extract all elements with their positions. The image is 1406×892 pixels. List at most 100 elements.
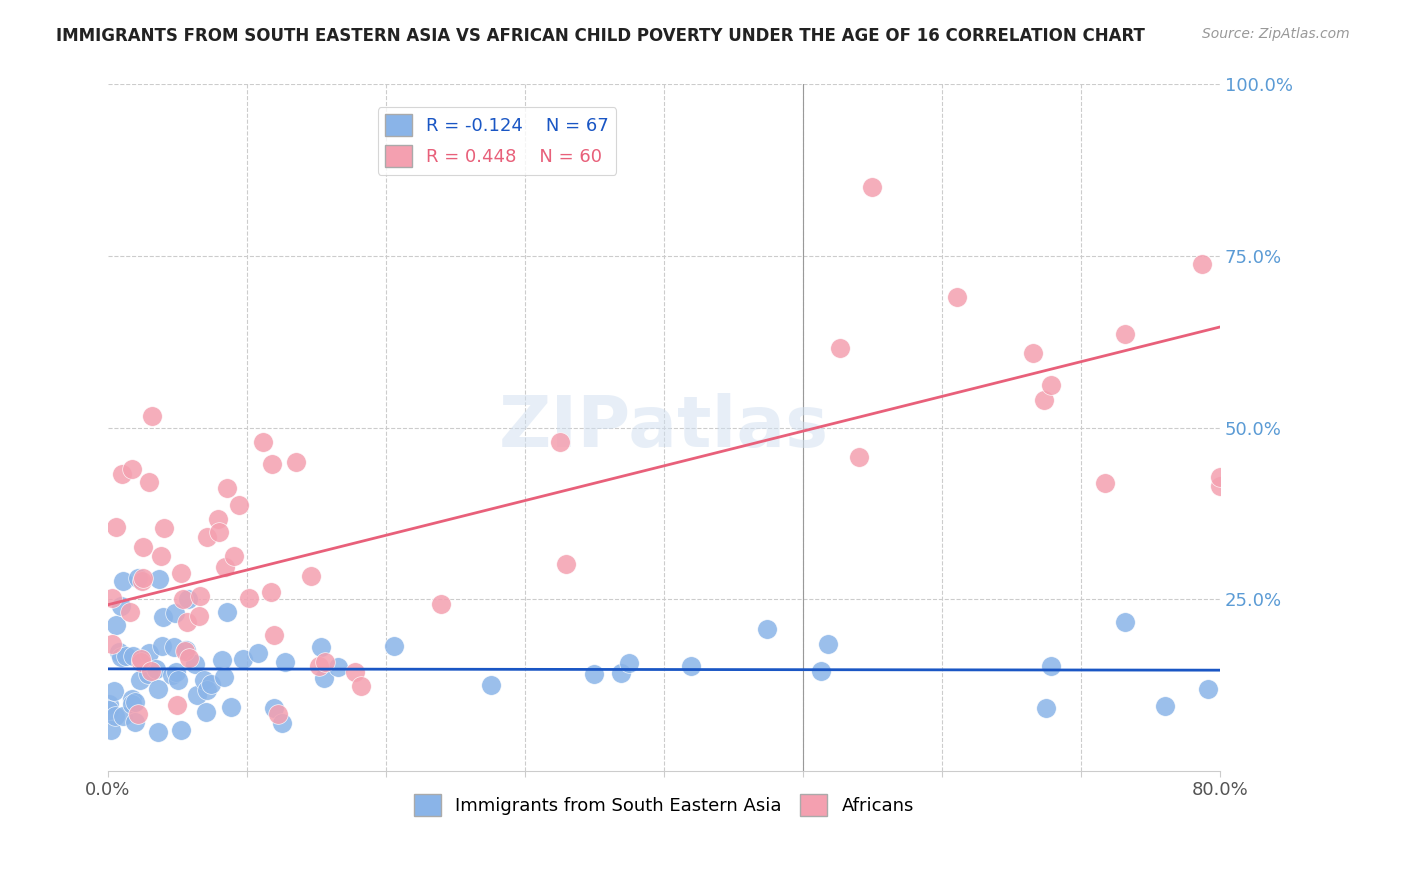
Point (165, 665, 187, 680)
Point (1039, 378, 1062, 392)
Point (149, 549, 172, 564)
Point (228, 498, 250, 512)
Point (679, 659, 702, 673)
Point (946, 290, 969, 304)
Point (481, 678, 503, 692)
Point (166, 698, 188, 712)
Point (145, 662, 167, 676)
Point (1022, 345, 1045, 359)
Text: IMMIGRANTS FROM SOUTH EASTERN ASIA VS AFRICAN CHILD POVERTY UNDER THE AGE OF 16 : IMMIGRANTS FROM SOUTH EASTERN ASIA VS AF… (56, 27, 1144, 45)
Point (107, 645, 129, 659)
Point (160, 668, 183, 682)
Point (270, 715, 292, 730)
Point (848, 450, 870, 465)
Point (100, 723, 122, 737)
Point (263, 701, 285, 715)
Point (314, 671, 336, 685)
Point (146, 682, 169, 697)
Point (1191, 257, 1213, 271)
Point (214, 669, 236, 683)
Point (121, 649, 143, 664)
Point (1114, 615, 1136, 630)
Point (177, 591, 200, 606)
Point (817, 637, 839, 651)
Point (98, 703, 121, 717)
Point (131, 574, 153, 589)
Point (609, 666, 631, 681)
Point (617, 656, 640, 670)
Point (1209, 470, 1232, 484)
Point (163, 640, 186, 654)
Point (103, 709, 125, 723)
Point (170, 566, 193, 580)
Point (121, 698, 143, 712)
Point (118, 605, 141, 619)
Point (114, 649, 136, 664)
Point (1197, 681, 1219, 696)
Point (136, 666, 159, 681)
Point (104, 519, 127, 533)
Point (105, 618, 128, 632)
Point (299, 569, 322, 583)
Point (129, 673, 152, 687)
Point (112, 709, 135, 723)
Point (98, 698, 121, 712)
Point (112, 574, 135, 589)
Point (1209, 479, 1232, 493)
Point (246, 646, 269, 660)
Point (274, 655, 297, 669)
Point (179, 651, 201, 665)
Point (121, 691, 143, 706)
Point (174, 642, 197, 657)
Point (208, 524, 231, 539)
Point (173, 643, 195, 657)
Point (166, 673, 188, 687)
Point (141, 409, 163, 423)
Point (554, 558, 576, 572)
Point (382, 639, 405, 653)
Point (110, 649, 132, 664)
Point (129, 652, 152, 666)
Point (111, 467, 134, 481)
Point (150, 639, 173, 653)
Point (214, 560, 236, 574)
Point (195, 530, 218, 544)
Point (1114, 327, 1136, 342)
Point (184, 657, 207, 671)
Text: ZIPatlas: ZIPatlas (499, 393, 830, 462)
Point (263, 628, 285, 642)
Point (163, 606, 186, 620)
Point (127, 571, 149, 585)
Point (146, 725, 169, 739)
Point (267, 706, 290, 721)
Point (326, 660, 349, 674)
Point (132, 570, 155, 584)
Point (132, 540, 155, 554)
Point (343, 665, 366, 680)
Point (260, 585, 283, 599)
Point (101, 637, 124, 651)
Point (308, 658, 330, 673)
Point (124, 695, 146, 709)
Point (187, 609, 209, 624)
Point (583, 667, 606, 681)
Point (139, 664, 162, 678)
Point (129, 655, 152, 669)
Point (170, 723, 193, 737)
Point (755, 622, 778, 636)
Point (314, 655, 336, 669)
Point (224, 549, 246, 563)
Point (217, 481, 239, 495)
Point (1154, 698, 1177, 713)
Point (285, 455, 308, 469)
Point (110, 599, 132, 613)
Point (232, 652, 254, 666)
Point (103, 684, 125, 698)
Point (810, 664, 832, 678)
Point (548, 434, 571, 449)
Point (309, 640, 332, 654)
Point (238, 591, 260, 605)
Point (207, 512, 229, 526)
Point (176, 615, 198, 629)
Point (101, 591, 124, 605)
